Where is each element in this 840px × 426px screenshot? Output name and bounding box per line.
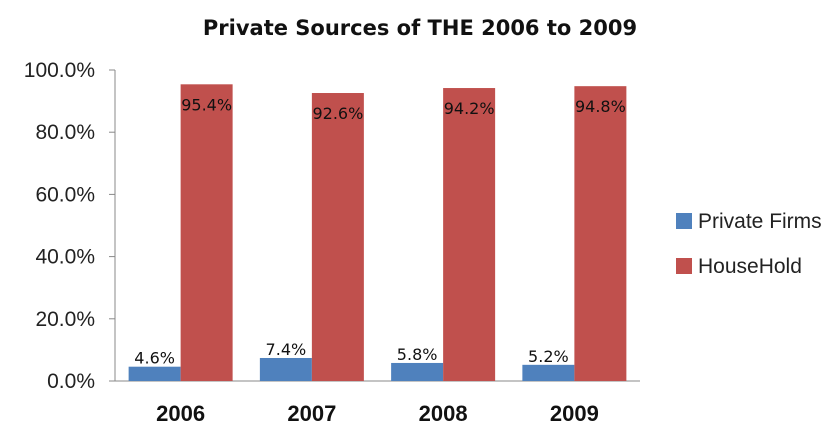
data-label: 95.4% — [181, 95, 232, 114]
data-label: 4.6% — [134, 349, 175, 368]
x-tick-label: 2008 — [419, 401, 468, 426]
bar-private-firms-2009 — [522, 364, 575, 381]
bar-private-firms-2008 — [391, 362, 444, 381]
data-labels: 4.6% 95.4% 7.4% 92.6% 5.8% 94.2% 5.2% 94.8% — [134, 95, 625, 367]
bar-private-firms-2007 — [259, 357, 312, 381]
x-tick-label: 2007 — [287, 401, 336, 426]
chart-title: Private Sources of THE 2006 to 2009 — [203, 16, 637, 40]
data-label: 94.8% — [575, 97, 626, 116]
legend-label: HouseHold — [698, 255, 802, 278]
y-tick-label: 20.0% — [35, 308, 95, 331]
legend: Private Firms HouseHold — [676, 210, 822, 278]
bar-household-2007 — [311, 93, 364, 381]
data-label: 7.4% — [266, 340, 307, 359]
x-axis-ticks: 2006 2007 2008 2009 — [156, 401, 599, 426]
data-label: 5.8% — [397, 345, 438, 364]
bar-household-2008 — [443, 88, 496, 382]
data-label: 5.2% — [528, 347, 569, 366]
x-tick-label: 2006 — [156, 401, 205, 426]
data-label: 92.6% — [312, 104, 363, 123]
y-tick-label: 0.0% — [47, 370, 95, 393]
legend-label: Private Firms — [698, 210, 822, 233]
data-label: 94.2% — [444, 99, 495, 118]
y-tick-label: 40.0% — [35, 246, 95, 269]
y-tick-label: 80.0% — [35, 121, 95, 144]
x-tick-label: 2009 — [550, 401, 599, 426]
bar-private-firms-2006 — [128, 366, 181, 381]
bar-household-2006 — [180, 84, 233, 381]
bars — [128, 84, 627, 382]
y-tick-label: 100.0% — [24, 59, 95, 82]
bar-household-2009 — [574, 86, 627, 381]
y-axis-ticks: 0.0% 20.0% 40.0% 60.0% 80.0% 100.0% — [24, 59, 115, 393]
legend-swatch — [676, 213, 692, 229]
y-tick-label: 60.0% — [35, 183, 95, 206]
legend-swatch — [676, 258, 692, 274]
